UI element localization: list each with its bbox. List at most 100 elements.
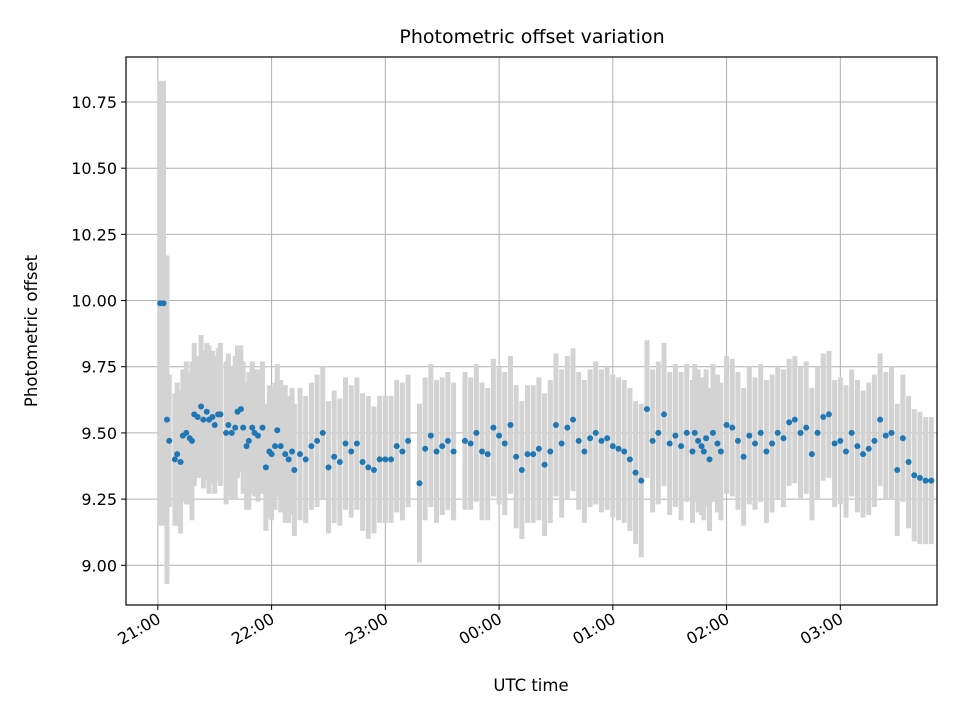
data-point — [882, 432, 889, 439]
data-point — [336, 459, 343, 466]
data-point — [444, 437, 451, 444]
data-point — [479, 448, 486, 455]
y-axis-label: Photometric offset — [22, 254, 41, 407]
data-point — [763, 448, 770, 455]
data-point — [843, 448, 850, 455]
data-point — [709, 429, 716, 436]
y-axis: 9.00 9.25 9.50 9.75 10.00 10.25 10.50 10.75 — [71, 93, 126, 575]
data-point — [348, 448, 355, 455]
data-point — [405, 437, 412, 444]
data-point — [587, 435, 594, 442]
data-point — [691, 429, 698, 436]
data-point — [461, 437, 468, 444]
data-point — [262, 464, 269, 471]
data-point — [797, 429, 804, 436]
data-point — [277, 443, 284, 450]
data-point — [757, 429, 764, 436]
data-point — [683, 429, 690, 436]
data-point — [160, 300, 167, 307]
data-point — [723, 421, 730, 428]
data-point — [899, 435, 906, 442]
data-point — [254, 432, 261, 439]
data-point — [905, 459, 912, 466]
data-point — [282, 451, 289, 458]
data-point — [319, 429, 326, 436]
data-point — [211, 421, 218, 428]
data-point — [183, 429, 190, 436]
data-point — [496, 432, 503, 439]
plot-frame — [125, 56, 938, 606]
data-point — [450, 448, 457, 455]
data-point — [928, 477, 935, 484]
data-point — [325, 464, 332, 471]
data-point — [808, 451, 815, 458]
data-point — [399, 448, 406, 455]
data-point — [484, 451, 491, 458]
data-point — [272, 443, 279, 450]
data-point — [302, 456, 309, 463]
data-point — [638, 477, 645, 484]
data-point — [217, 411, 224, 418]
data-point — [308, 443, 315, 450]
data-point — [820, 414, 827, 421]
data-point — [541, 461, 548, 468]
data-point — [626, 456, 633, 463]
data-point — [245, 437, 252, 444]
data-point — [382, 456, 389, 463]
data-point — [370, 466, 377, 473]
data-point — [729, 424, 736, 431]
data-point — [700, 448, 707, 455]
data-point — [240, 424, 247, 431]
data-point — [860, 451, 867, 458]
data-point — [209, 414, 216, 421]
data-point — [376, 456, 383, 463]
data-point — [289, 448, 296, 455]
data-point — [848, 429, 855, 436]
data-point — [174, 451, 181, 458]
chart-title: Photometric offset variation — [399, 26, 664, 48]
data-point — [439, 443, 446, 450]
data-point — [689, 448, 696, 455]
data-point — [621, 448, 628, 455]
data-point — [888, 429, 895, 436]
data-point — [232, 424, 239, 431]
data-point — [259, 424, 266, 431]
data-point — [249, 424, 256, 431]
data-point — [228, 429, 235, 436]
y-tick-label: 9.25 — [81, 490, 117, 509]
data-point — [166, 437, 173, 444]
data-point — [609, 443, 616, 450]
data-point — [427, 432, 434, 439]
data-point — [894, 466, 901, 473]
data-point — [698, 443, 705, 450]
data-point — [803, 424, 810, 431]
data-point — [922, 477, 929, 484]
data-point — [837, 437, 844, 444]
data-point — [225, 421, 232, 428]
data-point — [473, 429, 480, 436]
data-point — [507, 421, 514, 428]
data-point — [916, 474, 923, 481]
data-point — [877, 416, 884, 423]
data-point — [422, 445, 429, 452]
data-point — [661, 411, 668, 418]
data-point — [780, 435, 787, 442]
data-point — [865, 445, 872, 452]
data-point — [353, 440, 360, 447]
data-point — [194, 414, 201, 421]
data-point — [416, 480, 423, 487]
data-point — [678, 443, 685, 450]
data-point — [655, 429, 662, 436]
data-point — [285, 456, 292, 463]
data-point — [291, 466, 298, 473]
data-point — [490, 424, 497, 431]
data-point — [564, 424, 571, 431]
data-point — [237, 406, 244, 413]
data-point — [518, 466, 525, 473]
data-point — [774, 429, 781, 436]
y-tick-label: 9.50 — [81, 424, 117, 443]
data-point — [501, 440, 508, 447]
data-point — [524, 451, 531, 458]
